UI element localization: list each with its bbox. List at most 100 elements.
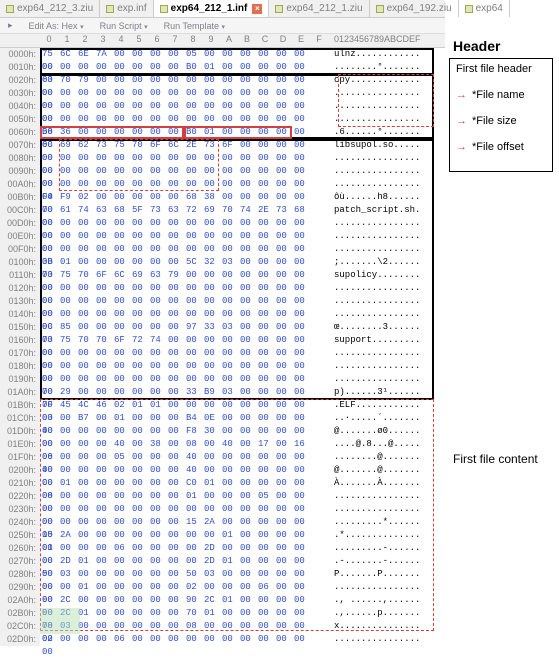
- hex-row[interactable]: 0240h:0000000000000000152A000000000000..…: [0, 516, 445, 529]
- hex-row[interactable]: 0170h:00000000000000000000000000000000..…: [0, 347, 445, 360]
- ascii-cell[interactable]: ;.......\2......: [328, 256, 420, 269]
- hex-row[interactable]: 0130h:00000000000000000000000000000000..…: [0, 295, 445, 308]
- ascii-cell[interactable]: ................: [328, 100, 420, 113]
- ascii-cell[interactable]: ................: [328, 87, 420, 100]
- hex-row[interactable]: 02C0h:78030000000000000800000000000000x.…: [0, 620, 445, 633]
- run-template-dropdown[interactable]: Run Template ▾: [160, 21, 229, 31]
- hex-row[interactable]: 0070h:6C69627375706F6C2E736F0000000000li…: [0, 139, 445, 152]
- ascii-cell[interactable]: ................: [328, 165, 420, 178]
- ascii-cell[interactable]: p)......3¹......: [328, 386, 420, 399]
- edit-as-dropdown[interactable]: Edit As: Hex ▾: [25, 21, 88, 31]
- ascii-cell[interactable]: .,......p.......: [328, 607, 420, 620]
- hex-row[interactable]: 0200h:40000000000000004000000000000000@.…: [0, 464, 445, 477]
- ascii-cell[interactable]: ................: [328, 243, 420, 256]
- tab[interactable]: exp64_192.ziu: [370, 0, 459, 17]
- ascii-cell[interactable]: ................: [328, 295, 420, 308]
- tab[interactable]: exp.inf: [100, 0, 153, 17]
- hex-row[interactable]: 01C0h:0300B70001000000B40E000000000000..…: [0, 412, 445, 425]
- ascii-cell[interactable]: ................: [328, 503, 420, 516]
- ascii-cell[interactable]: ........@.......: [328, 451, 420, 464]
- hex-cell[interactable]: 00000000000000000000000000000000: [40, 243, 328, 256]
- hex-row[interactable]: 0140h:00000000000000000000000000000000..…: [0, 308, 445, 321]
- ascii-cell[interactable]: ................: [328, 308, 420, 321]
- hex-cell[interactable]: 00000000000000000000000000000000: [40, 152, 328, 165]
- hex-cell[interactable]: 00000000000000000000000000000000: [40, 165, 328, 178]
- hex-cell[interactable]: 00000000000000000000000000000000: [40, 360, 328, 373]
- hex-cell[interactable]: 0000000000000000152A000000000000: [40, 516, 328, 529]
- hex-cell[interactable]: 3B010000000000005C32030000000000: [40, 256, 328, 269]
- hex-row[interactable]: 00B0h:F4F90200000000006838000000000000ôù…: [0, 191, 445, 204]
- ascii-cell[interactable]: .........-......: [328, 542, 420, 555]
- ascii-cell[interactable]: .ELF............: [328, 399, 420, 412]
- ascii-cell[interactable]: ................: [328, 282, 420, 295]
- hex-row[interactable]: 0000h:756C6E7A000000000500000000000000ul…: [0, 48, 445, 61]
- hex-row[interactable]: 0120h:00000000000000000000000000000000..…: [0, 282, 445, 295]
- hex-cell[interactable]: 0000000000000000B001000000000000: [40, 61, 328, 74]
- hex-row[interactable]: 0060h:B836000000000000B001000000000000.6…: [0, 126, 445, 139]
- hex-row[interactable]: 02B0h:902C0100000000007001000000000000.,…: [0, 607, 445, 620]
- hex-cell[interactable]: 00000000000000000000000000000000: [40, 87, 328, 100]
- ascii-cell[interactable]: ................: [328, 373, 420, 386]
- ascii-cell[interactable]: supolicy........: [328, 269, 420, 282]
- ascii-cell[interactable]: ..·.....´.......: [328, 412, 420, 425]
- hex-row[interactable]: 00C0h:70617463685F7363726970742E736800pa…: [0, 204, 445, 217]
- hex-row[interactable]: 0150h:9C850000000000009733030000000000œ.…: [0, 321, 445, 334]
- ascii-cell[interactable]: ................: [328, 217, 420, 230]
- hex-cell[interactable]: 00000000000000000000000000000000: [40, 503, 328, 516]
- hex-cell[interactable]: B836000000000000B001000000000000: [40, 126, 328, 139]
- hex-row[interactable]: 0190h:00000000000000000000000000000000..…: [0, 373, 445, 386]
- hex-cell[interactable]: 70617463685F7363726970742E736800: [40, 204, 328, 217]
- ascii-cell[interactable]: ................: [328, 152, 420, 165]
- tab[interactable]: exp64_212_1.ziu: [269, 0, 369, 17]
- ascii-cell[interactable]: patch_script.sh.: [328, 204, 420, 217]
- ascii-cell[interactable]: ôù......h8......: [328, 191, 420, 204]
- hex-row[interactable]: 00E0h:00000000000000000000000000000000..…: [0, 230, 445, 243]
- hex-row[interactable]: 01B0h:7F454C46020101000000000000000000.E…: [0, 399, 445, 412]
- hex-row[interactable]: 0270h:002D010000000000002D010000000000.-…: [0, 555, 445, 568]
- hex-row[interactable]: 0040h:00000000000000000000000000000000..…: [0, 100, 445, 113]
- hex-cell[interactable]: F4F90200000000006838000000000000: [40, 191, 328, 204]
- hex-cell[interactable]: 902C000000000000902C010000000000: [40, 594, 328, 607]
- hex-row[interactable]: 00A0h:00000000000000000000000000000000..…: [0, 178, 445, 191]
- hex-cell[interactable]: 702900000000000033B9030000000000: [40, 386, 328, 399]
- hex-row[interactable]: 01A0h:702900000000000033B9030000000000p)…: [0, 386, 445, 399]
- hex-cell[interactable]: 902C0100000000007001000000000000: [40, 607, 328, 620]
- ascii-cell[interactable]: x...............: [328, 620, 420, 633]
- ascii-cell[interactable]: ................: [328, 347, 420, 360]
- hex-cell[interactable]: 9C850000000000009733030000000000: [40, 321, 328, 334]
- ascii-cell[interactable]: cpy.............: [328, 74, 420, 87]
- hex-cell[interactable]: 63707900000000000000000000000000: [40, 74, 328, 87]
- ascii-cell[interactable]: À.......À.......: [328, 477, 420, 490]
- hex-row[interactable]: 01F0h:06000000050000004000000000000000..…: [0, 451, 445, 464]
- ascii-cell[interactable]: @.......@.......: [328, 464, 420, 477]
- ascii-cell[interactable]: .........*......: [328, 516, 420, 529]
- ascii-cell[interactable]: support.........: [328, 334, 420, 347]
- tab[interactable]: exp64_212_1.inf×: [154, 0, 270, 17]
- ascii-cell[interactable]: œ........3......: [328, 321, 420, 334]
- hex-row[interactable]: 0180h:00000000000000000000000000000000..…: [0, 360, 445, 373]
- hex-row[interactable]: 00D0h:00000000000000000000000000000000..…: [0, 217, 445, 230]
- hex-cell[interactable]: 08000000000000000100000005000000: [40, 490, 328, 503]
- ascii-cell[interactable]: ................: [328, 178, 420, 191]
- ascii-cell[interactable]: ........°.......: [328, 61, 420, 74]
- hex-cell[interactable]: 00000000000000000000000000000000: [40, 373, 328, 386]
- hex-row[interactable]: 0220h:08000000000000000100000005000000..…: [0, 490, 445, 503]
- hex-cell[interactable]: 40000000000000004000000000000000: [40, 464, 328, 477]
- hex-cell[interactable]: 6C69627375706F6C2E736F0000000000: [40, 139, 328, 152]
- hex-row[interactable]: 0030h:00000000000000000000000000000000..…: [0, 87, 445, 100]
- hex-cell[interactable]: 002D010000000000002D010000000000: [40, 555, 328, 568]
- close-icon[interactable]: ×: [252, 4, 262, 14]
- hex-row[interactable]: 0160h:737570706F7274000000000000000000su…: [0, 334, 445, 347]
- ascii-cell[interactable]: ................: [328, 581, 420, 594]
- hex-cell[interactable]: 00000000000000000000000000000000: [40, 282, 328, 295]
- ascii-cell[interactable]: ....@.8...@.....: [328, 438, 420, 451]
- hex-cell[interactable]: 00000000000000000000000000000000: [40, 178, 328, 191]
- hex-cell[interactable]: 00000000000000000000000000000000: [40, 217, 328, 230]
- hex-cell[interactable]: C001000000000000C001000000000000: [40, 477, 328, 490]
- hex-cell[interactable]: 00000000000000000000000000000000: [40, 100, 328, 113]
- hex-row[interactable]: 0080h:00000000000000000000000000000000..…: [0, 152, 445, 165]
- hex-row[interactable]: 01E0h:00000000400038000800400017001600..…: [0, 438, 445, 451]
- ascii-cell[interactable]: ulnz............: [328, 48, 420, 61]
- hex-row[interactable]: 01D0h:4000000000000000F830000000000000@.…: [0, 425, 445, 438]
- hex-cell[interactable]: 00000000000000000000000000000000: [40, 230, 328, 243]
